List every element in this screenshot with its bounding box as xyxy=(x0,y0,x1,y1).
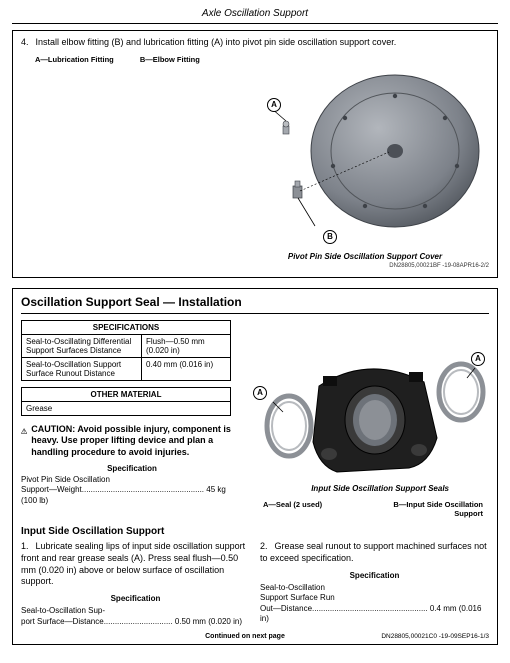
legend-b: B—Elbow Fitting xyxy=(140,55,200,64)
seal-legend-a: A—Seal (2 used) xyxy=(263,500,322,518)
step-1-text: Lubricate sealing lips of input side osc… xyxy=(21,541,245,586)
right-spec-dots: ........................................… xyxy=(312,604,428,613)
other-material-table: OTHER MATERIAL Grease xyxy=(21,387,231,416)
right-column: 2. Grease seal runout to support machine… xyxy=(260,541,489,627)
ref-code-2: DN28805,00021C0 -19-09SEP16-1/3 xyxy=(349,633,489,640)
page-header-title: Axle Oscillation Support xyxy=(12,8,498,19)
spec-row-0-value: Flush—0.50 mm (0.020 in) xyxy=(142,335,231,358)
right-spec-heading: Specification xyxy=(260,571,489,581)
spec-table: SPECIFICATIONS Seal-to-Oscillating Diffe… xyxy=(21,320,231,381)
left-spec-key: Seal-to-Oscillation Sup- xyxy=(21,606,250,616)
spec-header: SPECIFICATIONS xyxy=(22,321,231,335)
caution-text: CAUTION: Avoid possible injury, componen… xyxy=(31,424,243,458)
seal-figure-caption: Input Side Oscillation Support Seals xyxy=(311,484,449,493)
legend-a: A—Lubrication Fitting xyxy=(35,55,114,64)
spec-weight-row: Support—Weight..........................… xyxy=(21,485,243,506)
step-4: 4. Install elbow fitting (B) and lubrica… xyxy=(21,37,489,49)
step-4-text: Install elbow fitting (B) and lubricatio… xyxy=(36,37,397,47)
spec-row-0-label: Seal-to-Oscillating Differential Support… xyxy=(22,335,142,358)
section2-footer: Continued on next page DN28805,00021C0 -… xyxy=(21,633,489,640)
spec-heading-weight: Specification xyxy=(21,464,243,473)
step-2-num: 2. xyxy=(260,541,272,553)
section-pivot-cover: 4. Install elbow fitting (B) and lubrica… xyxy=(12,30,498,278)
spec-weight-key: Support—Weight xyxy=(21,485,82,494)
warning-icon xyxy=(21,424,27,438)
callout-b: B xyxy=(323,230,337,244)
right-spec-key3: Out—Distance xyxy=(260,604,312,613)
left-spec-heading: Specification xyxy=(21,594,250,604)
left-spec-key2: port Surface—Distance xyxy=(21,617,104,626)
section-title: Oscillation Support Seal — Installation xyxy=(21,295,489,309)
callout-a: A xyxy=(267,98,281,112)
other-material-header: OTHER MATERIAL xyxy=(22,388,231,402)
step-2-text: Grease seal runout to support machined s… xyxy=(260,541,487,563)
spec-row-1-label: Seal-to-Oscillation Support Surface Runo… xyxy=(22,358,142,381)
header-rule xyxy=(12,23,498,24)
right-spec-key: Seal-to-Oscillation xyxy=(260,583,489,593)
right-spec-key2: Support Surface Run xyxy=(260,593,489,603)
left-spec-value: 0.50 mm (0.020 in) xyxy=(175,617,242,626)
right-spec-row: Out—Distance............................… xyxy=(260,604,489,625)
figure-cover-caption: Pivot Pin Side Oscillation Support Cover xyxy=(241,252,489,261)
step-2: 2. Grease seal runout to support machine… xyxy=(260,541,489,564)
step-1-num: 1. xyxy=(21,541,33,553)
left-column: 1. Lubricate sealing lips of input side … xyxy=(21,541,250,627)
section-title-rule xyxy=(21,313,489,315)
spec-weight-dots: ........................................… xyxy=(82,485,204,494)
step-4-num: 4. xyxy=(21,37,33,49)
left-spec-dots: ............................... xyxy=(104,617,173,626)
other-material-value: Grease xyxy=(22,402,231,416)
page: Axle Oscillation Support 4. Install elbo… xyxy=(0,0,510,663)
spec-weight-label1: Pivot Pin Side Oscillation xyxy=(21,475,243,485)
seal-legend-row: A—Seal (2 used) B—Input Side Oscillation… xyxy=(263,500,483,518)
seal-legend-b: B—Input Side Oscillation Support xyxy=(383,500,483,518)
input-side-subtitle: Input Side Oscillation Support xyxy=(21,526,489,537)
pivot-cover-illustration xyxy=(265,66,485,246)
continued-label: Continued on next page xyxy=(141,633,349,640)
ref-code-1: DN28805,00021BF -19-08APR16-2/2 xyxy=(21,263,489,269)
section-seal-install: Oscillation Support Seal — Installation … xyxy=(12,288,498,645)
figure-cover-area: A B xyxy=(21,70,489,250)
spec-row-1-value: 0.40 mm (0.016 in) xyxy=(142,358,231,381)
legend-row-1: A—Lubrication Fitting B—Elbow Fitting xyxy=(35,55,489,64)
caution-block: CAUTION: Avoid possible injury, componen… xyxy=(21,424,243,458)
step-1: 1. Lubricate sealing lips of input side … xyxy=(21,541,250,588)
seal-support-illustration xyxy=(259,346,489,486)
two-column-steps: 1. Lubricate sealing lips of input side … xyxy=(21,541,489,627)
